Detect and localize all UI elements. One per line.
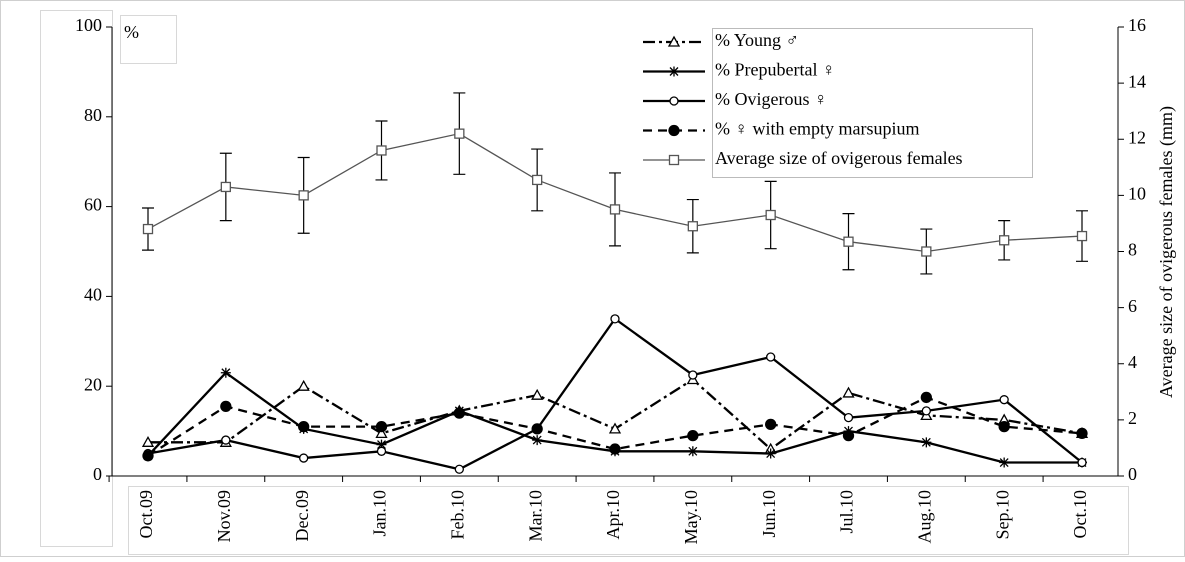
marker: [668, 154, 680, 166]
y-tick-label: 60: [84, 195, 102, 215]
marker: [221, 435, 231, 445]
marker: [687, 429, 699, 442]
marker: [609, 204, 621, 215]
y2-tick-label: 16: [1128, 15, 1146, 35]
y-tick-label: 20: [84, 374, 102, 394]
y2-tick-label: 10: [1128, 184, 1146, 204]
legend-label: Average size of ovigerous females: [715, 148, 963, 168]
marker: [842, 386, 855, 398]
marker: [765, 209, 776, 221]
marker: [220, 181, 231, 193]
x-tick-label: Apr.10: [603, 490, 623, 540]
unit-box: [120, 15, 177, 64]
category-box: [128, 486, 1129, 555]
marker: [669, 96, 679, 106]
x-tick-label: Dec.09: [292, 490, 312, 541]
legend-label: % Young ♂: [715, 30, 799, 50]
y2-tick-label: 2: [1128, 408, 1137, 428]
marker: [843, 236, 854, 247]
marker: [375, 427, 388, 438]
marker: [921, 437, 932, 448]
marker: [299, 453, 309, 463]
marker: [220, 367, 231, 378]
x-tick-label: Nov.09: [214, 490, 234, 542]
x-tick-label: Oct.10: [1070, 490, 1090, 539]
marker: [532, 174, 543, 186]
marker: [376, 145, 387, 156]
y2-tick-label: 8: [1128, 240, 1137, 260]
x-tick-label: Jan.10: [370, 490, 390, 537]
marker: [454, 128, 465, 139]
x-tick-label: May.10: [681, 490, 701, 544]
legend-label: % ♀ with empty marsupium: [715, 119, 919, 139]
marker: [669, 66, 679, 77]
marker: [999, 395, 1009, 405]
marker: [610, 314, 620, 324]
marker: [843, 412, 854, 423]
marker: [766, 352, 776, 362]
marker: [220, 400, 232, 413]
marker: [668, 124, 680, 137]
marker: [454, 464, 464, 474]
x-tick-label: Sep.10: [992, 490, 1012, 540]
marker: [1076, 427, 1088, 439]
marker: [667, 35, 681, 47]
y-axis-unit: %: [124, 22, 139, 42]
marker: [375, 420, 388, 433]
marker: [298, 420, 310, 433]
marker: [297, 379, 310, 391]
marker: [608, 422, 622, 434]
marker: [376, 446, 387, 456]
y-tick-label: 100: [75, 15, 102, 35]
marker: [842, 429, 855, 442]
marker: [687, 221, 698, 232]
marker: [999, 235, 1010, 246]
y2-tick-label: 14: [1128, 71, 1146, 91]
y-tick-label: 40: [84, 285, 102, 305]
marker: [531, 388, 544, 400]
marker: [531, 423, 543, 435]
marker: [453, 407, 465, 419]
marker: [765, 418, 777, 431]
y-tick-label: 0: [93, 464, 102, 484]
x-tick-label: Jun.10: [759, 490, 779, 538]
y2-tick-label: 4: [1128, 352, 1137, 372]
x-tick-label: Mar.10: [525, 490, 545, 542]
x-tick-label: Aug.10: [914, 490, 934, 544]
marker: [298, 190, 309, 201]
y2-axis-title: Average size of ovigerous females (mm): [1156, 106, 1177, 398]
y-tick-label: 80: [84, 105, 102, 125]
marker: [998, 420, 1010, 433]
y2-tick-label: 6: [1128, 296, 1137, 316]
marker: [1077, 457, 1087, 468]
y2-tick-label: 12: [1128, 127, 1146, 147]
marker: [921, 246, 932, 257]
x-tick-label: Jul.10: [837, 490, 857, 534]
marker: [141, 435, 155, 447]
marker: [999, 457, 1010, 468]
marker: [765, 448, 776, 459]
legend-label: % Prepubertal ♀: [715, 60, 835, 80]
marker: [142, 450, 154, 462]
marker: [142, 223, 154, 235]
marker: [920, 391, 932, 404]
legend: [712, 28, 1033, 178]
marker: [609, 443, 621, 455]
marker: [376, 439, 387, 450]
marker: [532, 435, 543, 446]
marker: [688, 370, 698, 380]
marker: [921, 406, 931, 416]
marker: [687, 446, 698, 457]
series-line: [148, 378, 1083, 451]
legend-label: % Ovigerous ♀: [715, 89, 827, 109]
x-tick-label: Feb.10: [447, 490, 467, 540]
y2-tick-label: 0: [1128, 464, 1137, 484]
x-tick-label: Oct.09: [136, 490, 156, 539]
marker: [1076, 230, 1088, 242]
